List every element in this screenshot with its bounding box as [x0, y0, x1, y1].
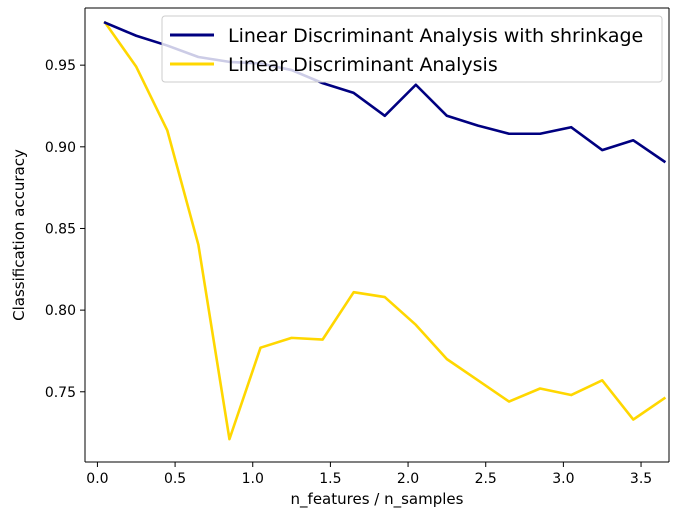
x-axis-label: n_features / n_samples [291, 490, 464, 509]
legend: Linear Discriminant Analysis with shrink… [161, 15, 663, 83]
y-axis-label: Classification accuracy [10, 149, 28, 321]
x-tick-label: 0.5 [164, 471, 186, 487]
x-tick-label: 0.0 [86, 471, 108, 487]
legend-label-shrinkage: Linear Discriminant Analysis with shrink… [228, 25, 643, 47]
series-line-1 [103, 20, 667, 441]
y-tick-label: 0.95 [45, 58, 76, 74]
legend-box [161, 15, 663, 83]
x-tick-label: 2.0 [397, 471, 419, 487]
x-tick-label: 1.5 [319, 471, 341, 487]
x-tick-label: 3.0 [552, 471, 574, 487]
y-tick-label: 0.90 [45, 140, 76, 156]
x-tick-label: 2.5 [475, 471, 497, 487]
series-layer [103, 20, 667, 441]
y-tick-label: 0.85 [45, 221, 76, 237]
axes-layer [84, 7, 670, 463]
x-tick-label: 3.5 [630, 471, 652, 487]
x-ticks: 0.0 0.5 1.0 1.5 2.0 2.5 3.0 3.5 [86, 462, 652, 487]
legend-label-lda: Linear Discriminant Analysis [228, 54, 498, 76]
y-tick-label: 0.75 [45, 385, 76, 401]
y-tick-label: 0.80 [45, 303, 76, 319]
y-ticks: 0.75 0.80 0.85 0.90 0.95 [45, 58, 85, 401]
x-tick-label: 1.0 [242, 471, 264, 487]
